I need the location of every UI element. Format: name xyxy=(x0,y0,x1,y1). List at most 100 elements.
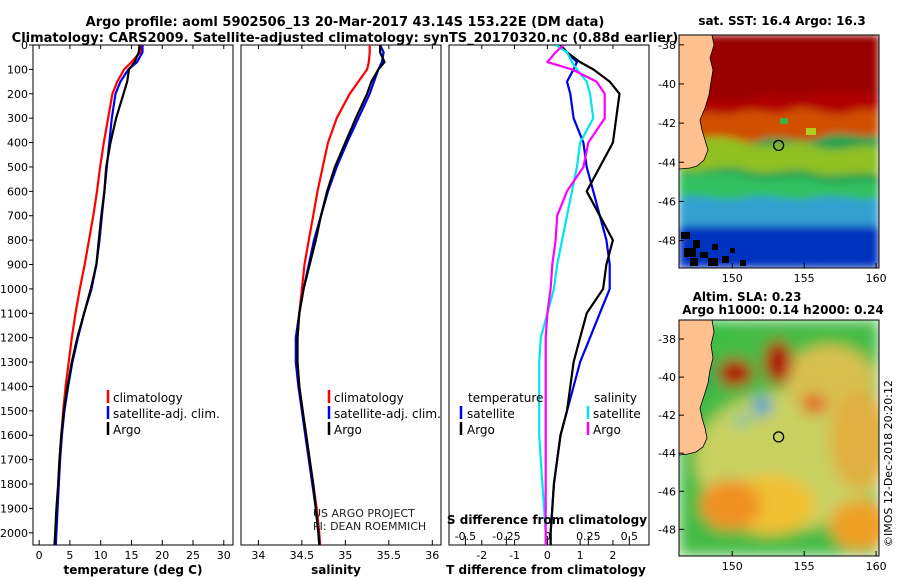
x-tick-label: 35.5 xyxy=(377,549,402,562)
lon-tick-label: 160 xyxy=(866,272,887,285)
pi-credit: PI: DEAN ROEMMICH xyxy=(313,520,426,533)
sla-map-frame xyxy=(678,319,880,557)
sla-field xyxy=(679,320,879,556)
x-tick-label: 20 xyxy=(155,549,169,562)
figure-title-line1: Argo profile: aoml 5902506_13 20-Mar-201… xyxy=(86,15,605,30)
lat-tick-label: -48 xyxy=(658,235,676,248)
series-line-s-argo xyxy=(544,45,606,545)
lat-tick-label: -42 xyxy=(658,409,676,422)
lat-tick-label: -44 xyxy=(658,156,676,169)
x-tick-label: -2 xyxy=(476,549,487,562)
salinity-frame xyxy=(240,44,442,546)
y-tick-label: 1800 xyxy=(0,478,28,491)
lat-tick-label: -46 xyxy=(658,195,676,208)
legend-label-s-satellite: satellite xyxy=(593,407,641,421)
legend-label-t-satellite: satellite xyxy=(467,407,515,421)
x-tick-label: 36 xyxy=(425,549,439,562)
salinity-axis-label: salinity xyxy=(311,563,361,577)
y-tick-label: 500 xyxy=(7,161,28,174)
x-tick-label: 1 xyxy=(577,549,584,562)
lat-tick-label: -42 xyxy=(658,117,676,130)
lon-tick-label: 150 xyxy=(722,560,743,573)
lat-tick-label: -38 xyxy=(658,39,676,52)
imos-credit: ©IMOS 12-Dec-2018 20:20:12 xyxy=(882,380,895,547)
sst-map-ticks: 150 155 160 -38 -40 -42 -44 -46 -48 xyxy=(658,39,887,285)
legend-label-climatology: climatology xyxy=(113,391,183,405)
profile-location-marker xyxy=(772,431,785,443)
sla-map-ticks: 150 155 160 -38 -40 -42 -44 -46 -48 xyxy=(658,333,887,573)
x-tick-label: 5 xyxy=(66,549,73,562)
y-tick-label: 400 xyxy=(7,137,28,150)
y-tick-label: 1500 xyxy=(0,405,28,418)
lat-tick-label: -40 xyxy=(658,78,676,91)
y-tick-label: 100 xyxy=(7,63,28,76)
x-tick-label: 35 xyxy=(338,549,352,562)
sla-map-title: Altim. SLA: 0.23 xyxy=(693,290,802,304)
y-tick-label: 1100 xyxy=(0,307,28,320)
y-tick-label: 1900 xyxy=(0,502,28,515)
s-difference-axis-label: S difference from climatology xyxy=(447,513,647,527)
sst-field xyxy=(679,35,879,268)
y-tick-label: 700 xyxy=(7,210,28,223)
y-tick-label: 900 xyxy=(7,259,28,272)
sst-land-mask xyxy=(679,35,715,170)
sla-map-subtitle: Argo h1000: 0.14 h2000: 0.24 xyxy=(682,303,883,317)
temperature-axis-ticks: 0 5 10 15 20 25 30 xyxy=(36,45,231,562)
legend-label-climatology: climatology xyxy=(334,391,404,405)
depth-axis-ticks: 0 100 200 300 400 500 600 700 800 900 1000 1100 1200… xyxy=(0,39,33,540)
sst-map-frame xyxy=(678,34,880,269)
y-tick-label: 1600 xyxy=(0,429,28,442)
s-diff-tick-label: -0.5 xyxy=(455,530,476,543)
y-tick-label: 1200 xyxy=(0,332,28,345)
y-tick-label: 200 xyxy=(7,88,28,101)
salinity-axis-ticks: 34 34.5 35 35.5 36 xyxy=(251,45,439,562)
y-tick-label: 2000 xyxy=(0,527,28,540)
temperature-axis-label: temperature (deg C) xyxy=(64,563,203,577)
salinity-legend: climatology satellite-adj. clim. Argo xyxy=(327,390,441,437)
s-diff-tick-label: 0.5 xyxy=(621,530,639,543)
s-diff-tick-label: 0.25 xyxy=(576,530,601,543)
lon-tick-label: 155 xyxy=(794,272,815,285)
legend-temperature-header: temperature xyxy=(468,391,543,405)
legend-label-satellite: satellite-adj. clim. xyxy=(113,407,220,421)
lat-tick-label: -38 xyxy=(658,333,676,346)
s-difference-axis-ticks: -0.5 -0.25 0 0.25 0.5 xyxy=(455,530,638,545)
s-diff-tick-label: 0 xyxy=(544,530,551,543)
figure-title-line2: Climatology: CARS2009. Satellite-adjuste… xyxy=(12,31,679,46)
x-tick-label: 34.5 xyxy=(290,549,315,562)
lon-tick-label: 150 xyxy=(722,272,743,285)
x-tick-label: 2 xyxy=(609,549,616,562)
x-tick-label: 15 xyxy=(124,549,138,562)
series-line-argo xyxy=(53,45,141,545)
lon-tick-label: 160 xyxy=(866,560,887,573)
temperature-profiles xyxy=(53,45,144,545)
sst-map-title: sat. SST: 16.4 Argo: 16.3 xyxy=(698,14,865,28)
y-tick-label: 1400 xyxy=(0,380,28,393)
y-tick-label: 300 xyxy=(7,112,28,125)
lat-tick-label: -48 xyxy=(658,523,676,536)
x-tick-label: -1 xyxy=(509,549,520,562)
x-tick-label: 30 xyxy=(217,549,231,562)
profile-location-marker xyxy=(772,139,785,152)
sla-land-mask xyxy=(679,320,715,456)
legend-label-s-argo: Argo xyxy=(593,423,621,437)
salinity-panel: 34 34.5 35 35.5 36 salinity climatology sate… xyxy=(240,44,442,577)
lat-tick-label: -40 xyxy=(658,371,676,384)
y-tick-label: 1700 xyxy=(0,454,28,467)
legend-label-t-argo: Argo xyxy=(467,423,495,437)
x-tick-label: 0 xyxy=(36,549,43,562)
difference-legend: temperature satellite Argo salinity sate… xyxy=(459,391,641,437)
lat-tick-label: -44 xyxy=(658,447,676,460)
y-tick-label: 1300 xyxy=(0,356,28,369)
salinity-profiles xyxy=(294,45,386,545)
x-tick-label: 10 xyxy=(94,549,108,562)
t-difference-axis-label: T difference from climatology xyxy=(446,563,646,577)
y-tick-label: 1000 xyxy=(0,283,28,296)
x-tick-label: 0 xyxy=(544,549,551,562)
legend-label-argo: Argo xyxy=(113,423,141,437)
difference-profiles xyxy=(538,45,621,545)
legend-label-satellite: satellite-adj. clim. xyxy=(334,407,441,421)
series-line-t-argo xyxy=(549,45,621,545)
temperature-legend: climatology satellite-adj. clim. Argo xyxy=(106,390,220,437)
